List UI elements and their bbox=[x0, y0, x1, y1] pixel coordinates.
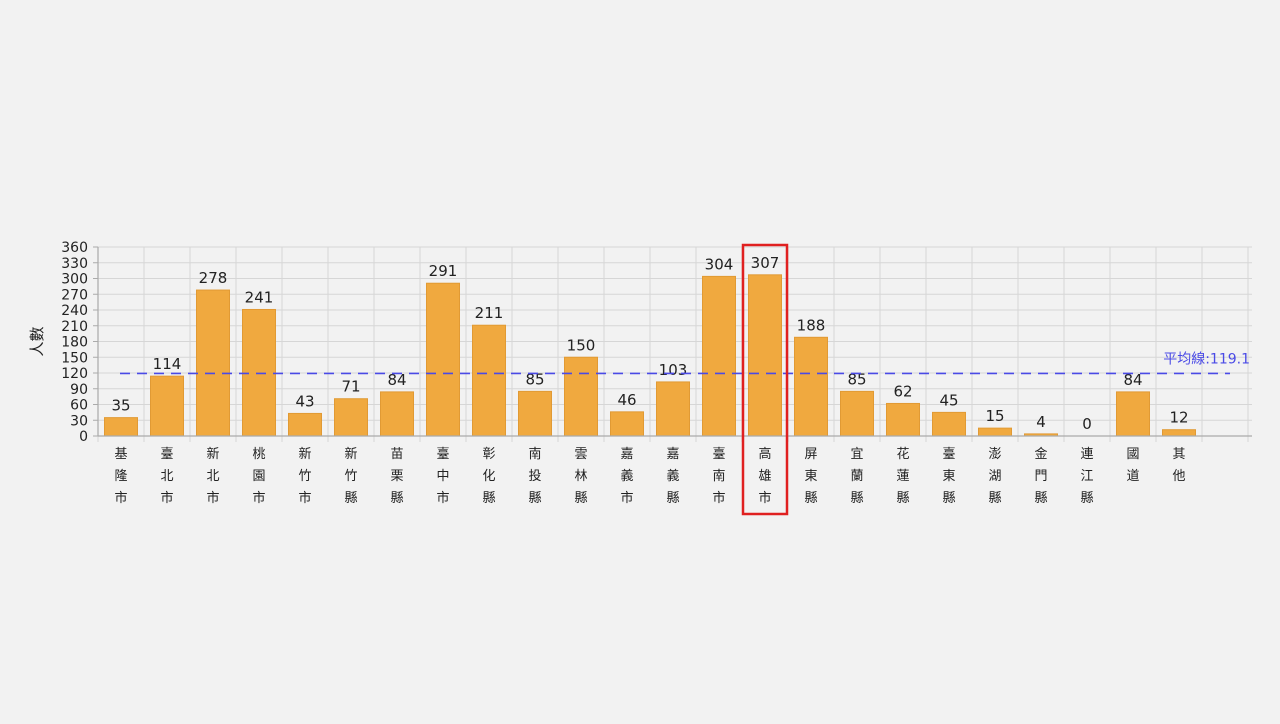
x-tick-label: 高雄市 bbox=[758, 446, 771, 506]
x-tick-label: 其他 bbox=[1172, 447, 1185, 484]
x-tick-label: 苗栗縣 bbox=[390, 447, 403, 506]
bar-value-label: 103 bbox=[659, 361, 688, 379]
y-tick-label: 30 bbox=[70, 413, 88, 429]
x-tick-label: 新竹市 bbox=[298, 446, 311, 506]
bar bbox=[978, 427, 1012, 437]
bar bbox=[104, 417, 138, 437]
average-line-group: 平均線:119.1 bbox=[120, 351, 1250, 375]
x-tick-label: 屏東縣 bbox=[804, 447, 817, 506]
x-tick-label: 臺東縣 bbox=[942, 447, 955, 506]
bar-value-label: 188 bbox=[797, 316, 826, 334]
bar-value-label: 35 bbox=[111, 397, 130, 415]
y-tick-label: 240 bbox=[61, 303, 88, 319]
bar-value-label: 307 bbox=[751, 254, 780, 272]
bar-value-label: 15 bbox=[985, 407, 1004, 425]
bar bbox=[794, 336, 828, 437]
bar bbox=[472, 324, 506, 437]
bar-value-label: 0 bbox=[1082, 415, 1092, 433]
bar bbox=[886, 402, 920, 437]
bar-value-label: 211 bbox=[475, 304, 504, 322]
bar bbox=[426, 282, 460, 437]
bar-value-label: 84 bbox=[387, 371, 406, 389]
x-tick-label: 連江縣 bbox=[1080, 447, 1093, 506]
x-tick-label: 新竹縣 bbox=[344, 446, 357, 506]
x-tick-label: 花蓮縣 bbox=[896, 446, 909, 506]
y-tick-label: 120 bbox=[61, 366, 88, 382]
x-tick-label: 雲林縣 bbox=[574, 447, 587, 506]
bar-value-label: 62 bbox=[893, 382, 912, 400]
y-tick-label: 360 bbox=[61, 240, 88, 256]
x-tick-label: 嘉義市 bbox=[620, 447, 633, 506]
bar bbox=[840, 390, 874, 437]
bar-value-label: 114 bbox=[153, 355, 182, 373]
bar bbox=[748, 274, 782, 437]
highlight-box bbox=[741, 243, 789, 516]
y-tick-label: 150 bbox=[61, 350, 88, 366]
bar bbox=[932, 411, 966, 437]
bar-value-label: 46 bbox=[617, 391, 636, 409]
x-tick-label: 臺北市 bbox=[160, 447, 173, 506]
y-tick-label: 60 bbox=[70, 398, 88, 414]
x-tick-label: 國道 bbox=[1126, 447, 1139, 484]
y-tick-label: 270 bbox=[61, 287, 88, 303]
y-tick-label: 180 bbox=[61, 335, 88, 351]
bar bbox=[702, 275, 736, 437]
y-tick-label: 300 bbox=[61, 272, 88, 288]
bar bbox=[610, 411, 644, 437]
x-tick-label: 南投縣 bbox=[528, 446, 541, 506]
bar-value-label: 241 bbox=[245, 288, 274, 306]
bars bbox=[104, 274, 1196, 437]
bar-value-label: 85 bbox=[847, 370, 866, 388]
bar bbox=[196, 289, 230, 437]
bar bbox=[1162, 429, 1196, 437]
bar-value-label: 71 bbox=[341, 378, 360, 396]
bar-value-label: 304 bbox=[705, 255, 734, 273]
axes: 0306090120150180210240270300330360人數基隆市臺… bbox=[28, 240, 1252, 506]
bar-value-label: 45 bbox=[939, 391, 958, 409]
y-axis-title: 人數 bbox=[28, 326, 46, 356]
bar-value-label: 43 bbox=[295, 392, 314, 410]
bar-value-label: 150 bbox=[567, 336, 596, 354]
x-tick-label: 彰化縣 bbox=[482, 446, 495, 506]
average-line-label: 平均線:119.1 bbox=[1163, 351, 1250, 367]
bar bbox=[1116, 391, 1150, 437]
bar-value-label: 84 bbox=[1123, 371, 1142, 389]
bar bbox=[380, 391, 414, 437]
bar bbox=[288, 412, 322, 437]
bar-value-label: 4 bbox=[1036, 413, 1046, 431]
bar bbox=[564, 356, 598, 437]
x-tick-label: 金門縣 bbox=[1034, 446, 1047, 506]
y-tick-label: 0 bbox=[79, 429, 88, 445]
bar-value-label: 12 bbox=[1169, 409, 1188, 427]
x-tick-label: 臺中市 bbox=[436, 447, 449, 506]
x-tick-label: 桃園市 bbox=[252, 447, 265, 506]
x-tick-label: 臺南市 bbox=[712, 447, 725, 506]
x-tick-label: 澎湖縣 bbox=[988, 447, 1001, 506]
y-tick-label: 90 bbox=[70, 382, 88, 398]
y-tick-label: 210 bbox=[61, 319, 88, 335]
bar-value-label: 278 bbox=[199, 269, 228, 287]
highlight-group bbox=[741, 243, 789, 516]
bar-value-label: 291 bbox=[429, 262, 458, 280]
bar bbox=[150, 375, 184, 437]
bar bbox=[334, 398, 368, 437]
bar-value-label: 85 bbox=[525, 370, 544, 388]
x-tick-label: 宜蘭縣 bbox=[850, 447, 863, 506]
x-tick-label: 新北市 bbox=[206, 446, 219, 506]
bar bbox=[518, 390, 552, 437]
y-tick-label: 330 bbox=[61, 256, 88, 272]
x-tick-label: 基隆市 bbox=[114, 447, 127, 506]
bar bbox=[656, 381, 690, 437]
x-tick-label: 嘉義縣 bbox=[666, 447, 679, 506]
